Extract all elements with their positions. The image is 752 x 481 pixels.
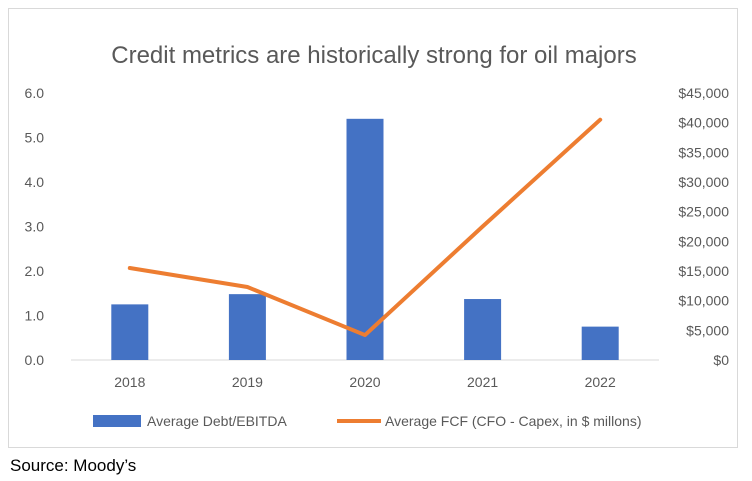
category-label: 2018 bbox=[114, 374, 145, 390]
source-note: Source: Moody’s bbox=[10, 456, 137, 475]
left-tick-label: 2.0 bbox=[25, 263, 45, 279]
left-tick-label: 0.0 bbox=[25, 352, 45, 368]
debt-ebitda-bar bbox=[111, 304, 149, 360]
debt-ebitda-bar bbox=[464, 299, 502, 360]
right-tick-label: $40,000 bbox=[678, 115, 729, 131]
category-label: 2020 bbox=[349, 374, 380, 390]
left-tick-label: 5.0 bbox=[25, 130, 45, 146]
left-axis: 0.0 1.0 2.0 3.0 4.0 5.0 6.0 bbox=[25, 85, 45, 368]
right-tick-label: $0 bbox=[713, 352, 729, 368]
category-label: 2021 bbox=[467, 374, 498, 390]
right-tick-label: $30,000 bbox=[678, 174, 729, 190]
right-tick-label: $15,000 bbox=[678, 263, 729, 279]
bars bbox=[111, 118, 619, 360]
right-tick-label: $5,000 bbox=[686, 322, 729, 338]
right-tick-label: $45,000 bbox=[678, 85, 729, 101]
legend-line-label: Average FCF (CFO - Capex, in $ millons) bbox=[385, 413, 641, 429]
debt-ebitda-bar bbox=[581, 326, 619, 360]
right-tick-label: $25,000 bbox=[678, 204, 729, 220]
debt-ebitda-bar bbox=[228, 294, 266, 360]
right-tick-label: $20,000 bbox=[678, 233, 729, 249]
fcf-series-line bbox=[127, 117, 603, 338]
legend-bar-swatch bbox=[93, 415, 141, 427]
right-tick-label: $35,000 bbox=[678, 144, 729, 160]
right-axis: $0 $5,000 $10,000 $15,000 $20,000 $25,000 $30,… bbox=[678, 85, 729, 368]
chart-title: Credit metrics are historically strong f… bbox=[111, 42, 636, 69]
chart-svg: Credit metrics are historically strong f… bbox=[25, 42, 730, 429]
left-tick-label: 6.0 bbox=[25, 85, 45, 101]
debt-ebitda-bar bbox=[346, 118, 384, 360]
category-labels: 2018 2019 2020 2021 2022 bbox=[114, 374, 616, 390]
left-tick-label: 1.0 bbox=[25, 308, 45, 324]
left-tick-label: 4.0 bbox=[25, 174, 45, 190]
legend: Average Debt/EBITDA Average FCF (CFO - C… bbox=[93, 413, 641, 429]
right-tick-label: $10,000 bbox=[678, 293, 729, 309]
left-tick-label: 3.0 bbox=[25, 219, 45, 235]
category-label: 2022 bbox=[585, 374, 616, 390]
category-label: 2019 bbox=[232, 374, 263, 390]
legend-bar-label: Average Debt/EBITDA bbox=[147, 413, 287, 429]
chart-frame: Credit metrics are historically strong f… bbox=[8, 8, 738, 448]
